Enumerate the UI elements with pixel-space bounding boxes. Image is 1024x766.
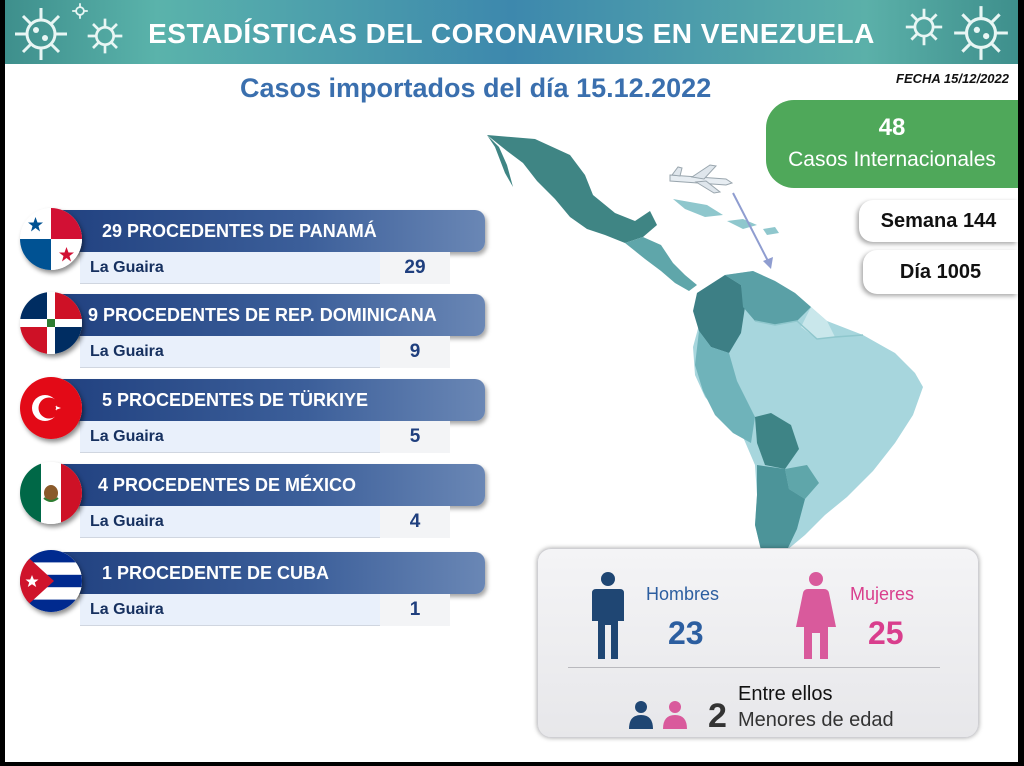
man-icon	[592, 572, 624, 659]
boy-icon	[629, 701, 653, 729]
country-header: 5 PROCEDENTES DE TÜRKIYE	[40, 379, 485, 421]
turkey-flag-icon	[20, 377, 82, 439]
mexico-flag-icon	[20, 462, 82, 524]
panama-flag-icon	[20, 208, 82, 270]
state-count: 5	[380, 421, 450, 453]
women-label: Mujeres	[850, 584, 915, 604]
subtitle: Casos importados del día 15.12.2022	[240, 73, 712, 103]
international-cases-count: 48	[878, 114, 906, 141]
country-row-cuba: 1 PROCEDENTE DE CUBA La Guaira 1	[20, 550, 485, 632]
country-row-panama: 29 PROCEDENTES DE PANAMÁ La Guaira 29	[20, 208, 485, 290]
page-title: ESTADÍSTICAS DEL CORONAVIRUS EN VENEZUEL…	[148, 18, 875, 49]
state-count: 4	[380, 506, 450, 538]
country-row-mexico: 4 PROCEDENTES DE MÉXICO La Guaira 4	[20, 462, 485, 544]
woman-icon	[796, 572, 836, 659]
state-label: La Guaira	[90, 601, 164, 618]
cuba-flag-icon	[20, 550, 82, 612]
country-header: 9 PROCEDENTES DE REP. DOMINICANA	[40, 294, 485, 336]
state-count: 1	[380, 594, 450, 626]
state-label: La Guaira	[90, 513, 164, 530]
country-label: 9 PROCEDENTES DE REP. DOMINICANA	[88, 305, 437, 325]
country-row-turkiye: 5 PROCEDENTES DE TÜRKIYE La Guaira 5	[20, 377, 485, 459]
virus-icon	[905, 8, 943, 46]
country-row-dominican-republic: 9 PROCEDENTES DE REP. DOMINICANA La Guai…	[20, 292, 485, 374]
state-label: La Guaira	[90, 428, 164, 445]
state-row: La Guaira 4	[80, 506, 450, 538]
international-cases-label: Casos Internacionales	[788, 148, 996, 171]
divider	[568, 667, 940, 668]
state-row: La Guaira 29	[80, 252, 450, 284]
girl-icon	[663, 701, 687, 729]
airplane-icon	[669, 164, 734, 194]
state-label: La Guaira	[90, 343, 164, 360]
state-count: 29	[380, 252, 450, 284]
week-badge: Semana 144	[859, 200, 1018, 242]
international-cases-box: 48 Casos Internacionales	[766, 100, 1018, 188]
minors-count: 2	[708, 697, 727, 735]
virus-icon	[72, 3, 88, 19]
country-label: 1 PROCEDENTE DE CUBA	[102, 563, 330, 583]
between-label: Entre ellos	[738, 683, 833, 705]
header-banner: ESTADÍSTICAS DEL CORONAVIRUS EN VENEZUEL…	[5, 0, 1018, 64]
country-label: 29 PROCEDENTES DE PANAMÁ	[102, 221, 377, 241]
state-row: La Guaira 9	[80, 336, 450, 368]
men-count: 23	[668, 615, 704, 651]
country-label: 5 PROCEDENTES DE TÜRKIYE	[102, 390, 369, 410]
minors-label: Menores de edad	[738, 709, 894, 731]
state-row: La Guaira 5	[80, 421, 450, 453]
latin-america-map	[487, 135, 923, 550]
state-count: 9	[380, 336, 450, 368]
virus-icon	[87, 18, 123, 54]
state-row: La Guaira 1	[80, 594, 450, 626]
state-label: La Guaira	[90, 259, 164, 276]
date-label: FECHA 15/12/2022	[896, 71, 1009, 86]
country-header: 29 PROCEDENTES DE PANAMÁ	[40, 210, 485, 252]
women-count: 25	[868, 615, 904, 651]
country-header: 1 PROCEDENTE DE CUBA	[40, 552, 485, 594]
infographic: ESTADÍSTICAS DEL CORONAVIRUS EN VENEZUEL…	[5, 0, 1018, 762]
men-label: Hombres	[646, 584, 720, 604]
virus-icon	[954, 6, 1008, 60]
dominican-republic-flag-icon	[20, 292, 82, 354]
virus-icon	[15, 8, 67, 60]
gender-stats-panel: Hombres 23 Mujeres 25 Entre ellos 2 Meno…	[537, 548, 979, 738]
flight-path-arrow	[732, 192, 770, 264]
country-label: 4 PROCEDENTES DE MÉXICO	[98, 475, 357, 495]
country-header: 4 PROCEDENTES DE MÉXICO	[40, 464, 485, 506]
day-badge: Día 1005	[863, 250, 1018, 294]
